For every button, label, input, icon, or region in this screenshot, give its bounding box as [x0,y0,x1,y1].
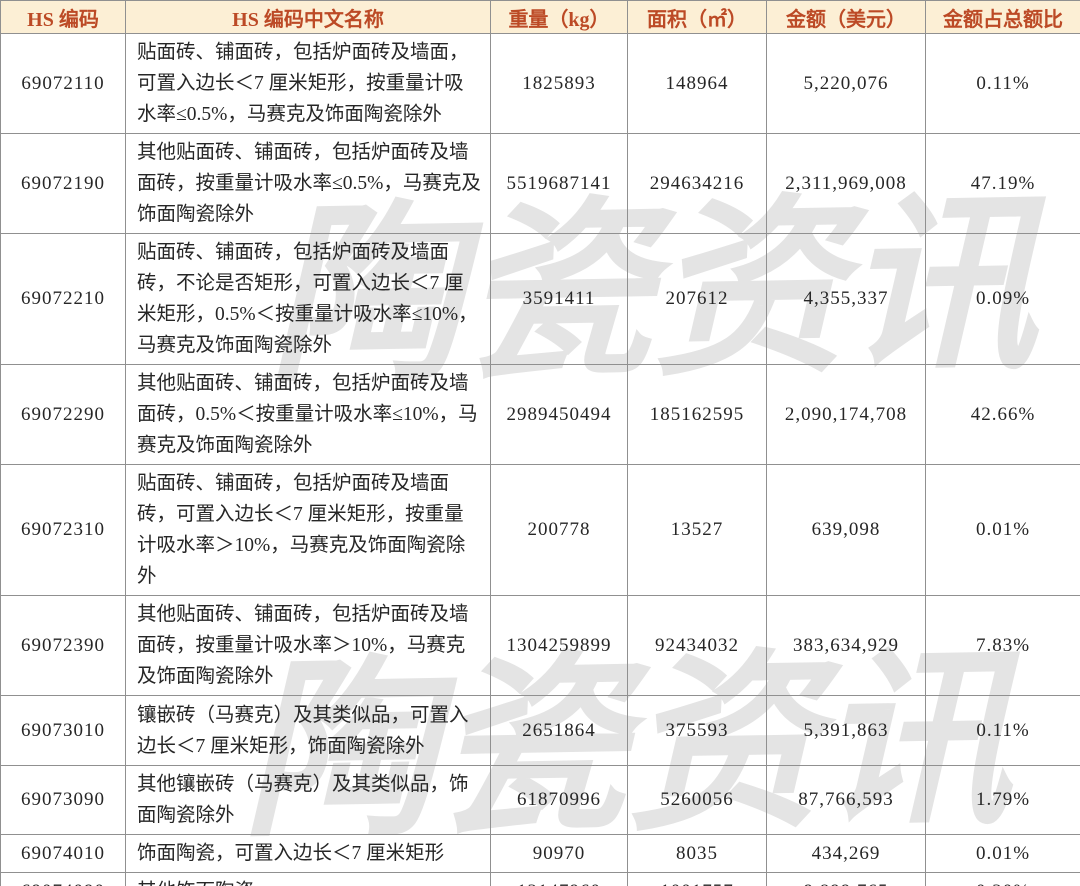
weight-cell: 1825893 [490,33,628,134]
share-cell: 47.19% [925,133,1080,234]
table-row: 69072390 其他贴面砖、铺面砖，包括炉面砖及墙面砖，按重量计吸水率＞10%，… [0,595,1080,696]
hs-name-cell: 其他镶嵌砖（马赛克）及其类似品，饰面陶瓷除外 [125,765,491,835]
amount-cell: 5,220,076 [766,33,926,134]
hs-code-cell: 69072310 [0,464,126,596]
weight-cell: 90970 [490,834,628,873]
hs-name-cell: 贴面砖、铺面砖，包括炉面砖及墙面砖，可置入边长＜7 厘米矩形，按重量计吸水率＞1… [125,464,491,596]
table-row: 69073090 其他镶嵌砖（马赛克）及其类似品，饰面陶瓷除外 61870996 52… [0,765,1080,835]
hs-name-cell: 镶嵌砖（马赛克）及其类似品，可置入边长＜7 厘米矩形，饰面陶瓷除外 [125,695,491,766]
share-cell: 7.83% [925,595,1080,696]
area-cell: 13527 [627,464,767,596]
weight-cell: 61870996 [490,765,628,835]
weight-cell: 3591411 [490,233,628,365]
table-row: 69072310 贴面砖、铺面砖，包括炉面砖及墙面砖，可置入边长＜7 厘米矩形，按… [0,464,1080,596]
table-row: 69074090其他饰面陶瓷1214796010017579,899,7650.… [0,872,1080,886]
hs-code-cell: 69072110 [0,33,126,134]
amount-cell: 639,098 [766,464,926,596]
weight-cell: 200778 [490,464,628,596]
share-cell: 0.11% [925,33,1080,134]
area-cell: 185162595 [627,364,767,465]
weight-cell: 2989450494 [490,364,628,465]
hs-name-cell: 其他贴面砖、铺面砖，包括炉面砖及墙面砖，0.5%＜按重量计吸水率≤10%，马赛克… [125,364,491,465]
area-cell: 207612 [627,233,767,365]
table-body: 69072110 贴面砖、铺面砖，包括炉面砖及墙面，可置入边长＜7 厘米矩形，按重… [0,33,1080,886]
col-header-hs-name: HS 编码中文名称 [125,0,491,34]
share-cell: 42.66% [925,364,1080,465]
table-row: 69072290 其他贴面砖、铺面砖，包括炉面砖及墙面砖，0.5%＜按重量计吸水率… [0,364,1080,465]
share-cell: 0.09% [925,233,1080,365]
hs-code-cell: 69074010 [0,834,126,873]
col-header-amount: 金额（美元） [766,0,926,34]
weight-cell: 2651864 [490,695,628,766]
hs-name-cell: 其他贴面砖、铺面砖，包括炉面砖及墙面砖，按重量计吸水率＞10%，马赛克及饰面陶瓷… [125,595,491,696]
hs-code-cell: 69072290 [0,364,126,465]
amount-cell: 87,766,593 [766,765,926,835]
hs-name-cell: 贴面砖、铺面砖，包括炉面砖及墙面，可置入边长＜7 厘米矩形，按重量计吸水率≤0.… [125,33,491,134]
area-cell: 1001757 [627,872,767,886]
table-row: 69072210 贴面砖、铺面砖，包括炉面砖及墙面砖，不论是否矩形，可置入边长＜7… [0,233,1080,365]
weight-cell: 12147960 [490,872,628,886]
hs-name-cell: 贴面砖、铺面砖，包括炉面砖及墙面砖，不论是否矩形，可置入边长＜7 厘米矩形，0.… [125,233,491,365]
table-row: 69073010 镶嵌砖（马赛克）及其类似品，可置入边长＜7 厘米矩形，饰面陶瓷除… [0,695,1080,766]
area-cell: 92434032 [627,595,767,696]
share-cell: 0.01% [925,834,1080,873]
amount-cell: 4,355,337 [766,233,926,365]
header-row: HS 编码 HS 编码中文名称 重量（kg） 面积（㎡） 金额（美元） 金额占总… [0,0,1080,34]
col-header-weight: 重量（kg） [490,0,628,34]
table-row: 69074010 饰面陶瓷，可置入边长＜7 厘米矩形 90970 8035 434,26… [0,834,1080,873]
weight-cell: 1304259899 [490,595,628,696]
table-row: 69072110 贴面砖、铺面砖，包括炉面砖及墙面，可置入边长＜7 厘米矩形，按重… [0,33,1080,134]
share-cell: 0.11% [925,695,1080,766]
share-cell: 0.01% [925,464,1080,596]
area-cell: 148964 [627,33,767,134]
hs-code-cell: 69072390 [0,595,126,696]
col-header-area: 面积（㎡） [627,0,767,34]
share-cell: 0.20% [925,872,1080,886]
area-cell: 5260056 [627,765,767,835]
hs-code-cell: 69072210 [0,233,126,365]
amount-cell: 434,269 [766,834,926,873]
hs-name-cell: 饰面陶瓷，可置入边长＜7 厘米矩形 [125,834,491,873]
area-cell: 8035 [627,834,767,873]
amount-cell: 2,311,969,008 [766,133,926,234]
hs-name-cell: 其他贴面砖、铺面砖，包括炉面砖及墙面砖，按重量计吸水率≤0.5%，马赛克及饰面陶… [125,133,491,234]
hs-code-cell: 69074090 [0,872,126,886]
amount-cell: 9,899,765 [766,872,926,886]
hs-code-cell: 69072190 [0,133,126,234]
col-header-share: 金额占总额比 [925,0,1080,34]
amount-cell: 383,634,929 [766,595,926,696]
hs-name-cell: 其他饰面陶瓷 [125,872,491,886]
hs-code-cell: 69073010 [0,695,126,766]
share-cell: 1.79% [925,765,1080,835]
area-cell: 294634216 [627,133,767,234]
col-header-hs-code: HS 编码 [0,0,126,34]
weight-cell: 5519687141 [490,133,628,234]
table-row: 69072190 其他贴面砖、铺面砖，包括炉面砖及墙面砖，按重量计吸水率≤0.5%… [0,133,1080,234]
amount-cell: 5,391,863 [766,695,926,766]
hs-code-cell: 69073090 [0,765,126,835]
amount-cell: 2,090,174,708 [766,364,926,465]
area-cell: 375593 [627,695,767,766]
